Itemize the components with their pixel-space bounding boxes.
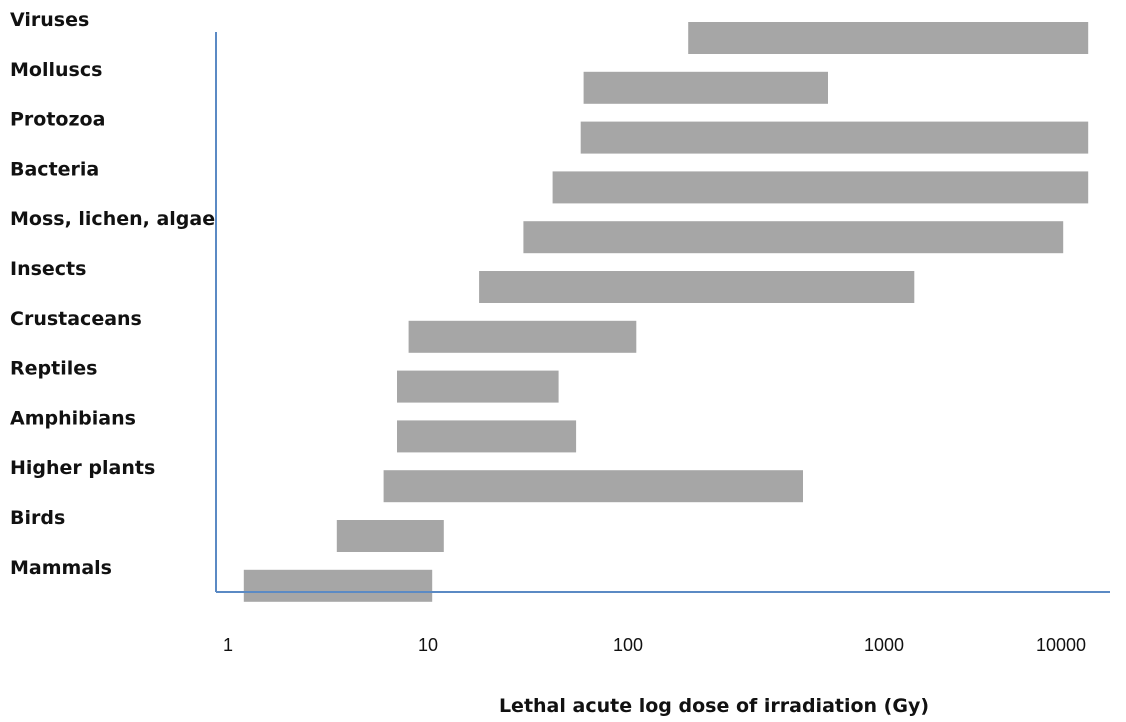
- category-label: Birds: [10, 507, 65, 529]
- x-axis-title: Lethal acute log dose of irradiation (Gy…: [499, 695, 929, 717]
- bars-layer: [243, 22, 1089, 602]
- category-labels: Viruses Molluscs Protozoa Bacteria Moss, lic…: [10, 9, 215, 579]
- bar-mammals: [243, 569, 433, 602]
- bar-bacteria: [552, 171, 1089, 204]
- bar-reptiles: [397, 370, 559, 403]
- category-label: Reptiles: [10, 358, 97, 380]
- x-tick-labels: 1 10 100 1000 10000: [223, 635, 1086, 655]
- category-label: Amphibians: [10, 407, 136, 429]
- x-tick-label: 1: [223, 635, 233, 655]
- bar-crustaceans: [408, 320, 637, 353]
- category-label: Higher plants: [10, 457, 155, 479]
- bar-amphibians: [397, 420, 577, 453]
- bar-birds: [336, 520, 444, 552]
- bar-molluscs: [583, 71, 828, 104]
- x-tick-label: 10000: [1036, 635, 1086, 655]
- x-tick-label: 10: [418, 635, 438, 655]
- category-label: Insects: [10, 258, 86, 280]
- category-label: Molluscs: [10, 59, 102, 81]
- category-label: Crustaceans: [10, 308, 142, 330]
- bar-insects: [479, 271, 915, 303]
- x-tick-label: 100: [613, 635, 643, 655]
- category-label: Moss, lichen, algae: [10, 208, 215, 230]
- x-tick-label: 1000: [864, 635, 904, 655]
- category-label: Mammals: [10, 557, 112, 579]
- category-label: Bacteria: [10, 158, 99, 180]
- category-label: Viruses: [10, 9, 89, 31]
- bar-protozoa: [580, 121, 1089, 154]
- bar-moss-lichen-algae: [523, 221, 1064, 254]
- category-label: Protozoa: [10, 109, 105, 131]
- bar-higher-plants: [383, 470, 803, 503]
- bar-viruses: [688, 22, 1089, 54]
